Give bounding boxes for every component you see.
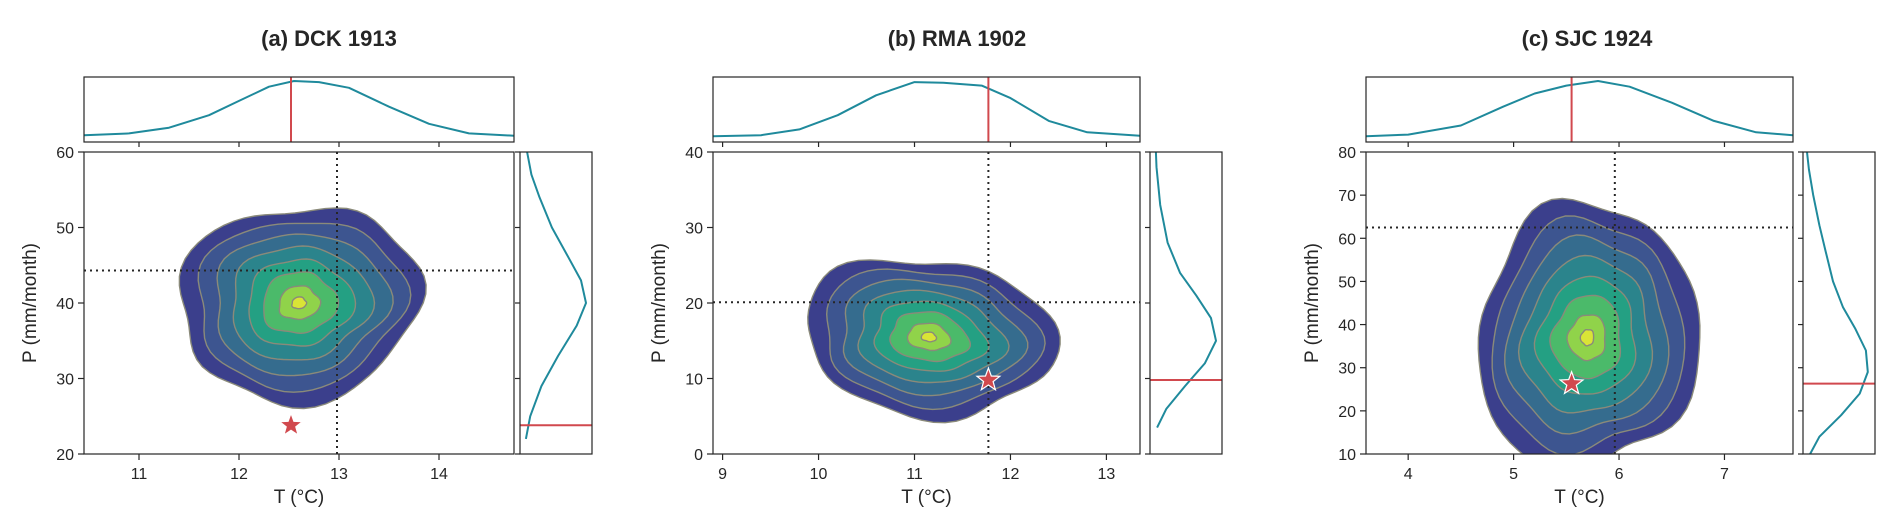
panel-a-ylabel: P (mm/month) [20, 243, 41, 363]
panel-a-marginal-y-axes [519, 151, 593, 455]
panel-c-ytick-label: 40 [1338, 318, 1356, 335]
panel-b-title: (b) RMA 1902 [888, 26, 1027, 51]
panel-b-marginal-x-axes [712, 76, 1141, 143]
panel-a-xtick-label: 12 [230, 466, 248, 483]
panel-a-xlabel: T (°C) [274, 487, 325, 508]
panel-c-marginal-x-curve [1365, 80, 1794, 138]
panel-a-marginal-y-curve [524, 151, 587, 440]
panel-a-xtick-label: 14 [430, 466, 448, 483]
panel-c-marginal-x-axes [1365, 76, 1794, 143]
panel-a-contour-level-8 [291, 296, 308, 310]
panel-b: (b) RMA 1902 9 10 11 12 13 0 10 20 30 40 T (°C) P (… [649, 26, 1223, 508]
panel-c-ytick-label: 20 [1338, 404, 1356, 421]
panel-c-xtick-label: 6 [1615, 466, 1624, 483]
panel-c-xlabel: T (°C) [1554, 487, 1605, 508]
panel-c-marginal-y-curve [1806, 151, 1869, 455]
panel-b-xtick-label: 9 [718, 466, 727, 483]
panel-c-ytick-label: 50 [1338, 274, 1356, 291]
panel-c-xtick-label: 5 [1509, 466, 1518, 483]
panel-c-ytick-label: 10 [1338, 447, 1356, 464]
panel-a-ytick-label: 30 [56, 372, 74, 389]
panel-a-ytick-label: 40 [56, 296, 74, 313]
panel-c-marginal-y-axes [1802, 151, 1876, 455]
panel-a-ytick-label: 50 [56, 221, 74, 238]
panel-b-ytick-label: 40 [685, 145, 703, 162]
panel-b-xtick-label: 12 [1002, 466, 1020, 483]
panel-a-observed-star [277, 411, 305, 437]
panel-a-ytick-label: 60 [56, 145, 74, 162]
panel-a-ytick-label: 20 [56, 447, 74, 464]
panel-b-marginal-y-axes [1149, 151, 1223, 455]
panel-a-xtick-label: 11 [131, 466, 148, 483]
panel-b-marginal-y-curve [1154, 151, 1217, 429]
panel-c-ytick-label: 80 [1338, 145, 1356, 162]
panel-a-xtick-label: 13 [330, 466, 348, 483]
panel-b-xtick-label: 10 [810, 466, 828, 483]
panel-c-ytick-label: 60 [1338, 231, 1356, 248]
panel-a-marginal-x-axes [83, 76, 515, 143]
panel-b-xtick-label: 11 [906, 466, 923, 483]
panel-c-main-axes [1365, 151, 1794, 455]
panel-c: (c) SJC 1924 4 5 6 7 10 20 30 40 50 60 70 80 T (°C) P… [1302, 26, 1876, 508]
panel-b-ytick-label: 20 [685, 296, 703, 313]
panel-b-xlabel: T (°C) [901, 487, 952, 508]
panel-c-ylabel: P (mm/month) [1302, 243, 1323, 363]
panel-c-ytick-label: 70 [1338, 188, 1356, 205]
panel-a-marginal-x-curve [83, 80, 515, 137]
panel-b-xtick-label: 13 [1098, 466, 1116, 483]
panel-b-contour-level-8 [920, 331, 938, 343]
panel-c-xtick-label: 7 [1720, 466, 1729, 483]
panel-b-ytick-label: 30 [685, 221, 703, 238]
panel-b-observed-star [975, 366, 1002, 392]
panel-a: (a) DCK 1913 11 12 13 14 20 30 40 50 60 T (°C) P (… [20, 26, 593, 508]
panel-c-observed-star [1558, 369, 1585, 395]
panel-b-marginal-x-curve [712, 81, 1141, 138]
panel-b-contours [807, 259, 1061, 424]
panel-b-ytick-label: 0 [694, 447, 703, 464]
panel-b-ylabel: P (mm/month) [649, 243, 670, 363]
panel-c-contour-level-8 [1579, 329, 1595, 347]
panel-a-contours [178, 207, 427, 410]
panel-c-xtick-label: 4 [1404, 466, 1413, 483]
panel-c-ytick-label: 30 [1338, 361, 1356, 378]
panel-c-title: (c) SJC 1924 [1522, 26, 1654, 51]
panel-c-contours [1477, 197, 1701, 454]
panel-b-ytick-label: 10 [685, 372, 703, 389]
panel-a-title: (a) DCK 1913 [261, 26, 397, 51]
